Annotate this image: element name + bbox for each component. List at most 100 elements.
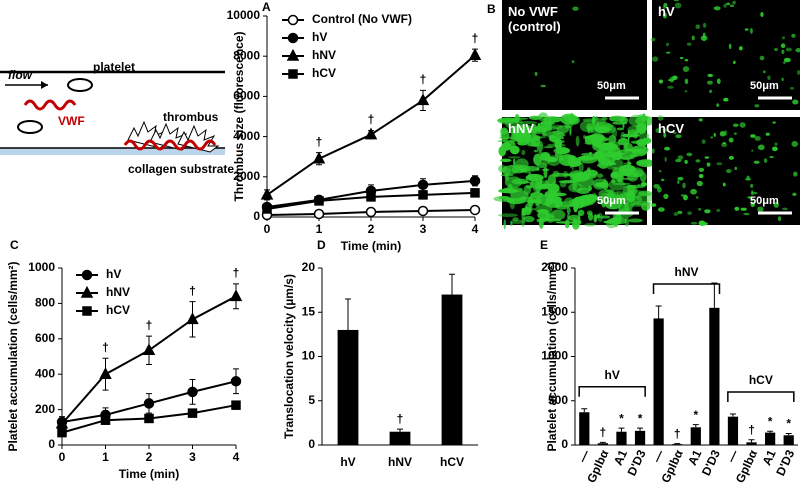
fluorescence-spot xyxy=(767,75,771,81)
panel-label: E xyxy=(540,238,548,252)
vwf-strand xyxy=(123,139,217,151)
marker xyxy=(365,206,377,218)
fluorescence-spot xyxy=(554,202,570,210)
fluorescence-spot xyxy=(757,144,765,151)
fluorescence-spot xyxy=(521,210,526,220)
fluorescence-spot xyxy=(543,166,548,179)
significance-mark: † xyxy=(600,426,607,440)
fluorescence-spot xyxy=(535,201,540,207)
marker xyxy=(231,400,241,410)
flow-arrowhead xyxy=(41,81,48,89)
fluorescence-spot xyxy=(625,184,646,189)
fluorescence-spot xyxy=(635,115,655,126)
fluorescence-spot xyxy=(535,204,553,214)
fluorescence-spot xyxy=(591,115,596,125)
fluorescence-spot xyxy=(690,221,698,225)
marker xyxy=(230,376,242,387)
fluorescence-spot xyxy=(623,162,632,165)
x-tick-label: D'D3 xyxy=(699,447,723,478)
bar xyxy=(337,329,359,445)
x-tick-label: 4 xyxy=(233,450,240,464)
x-tick-label: 0 xyxy=(59,450,66,464)
fluorescence-spot xyxy=(622,123,625,129)
fluorescence-spot xyxy=(732,123,739,127)
marker xyxy=(314,196,324,206)
significance-mark: † xyxy=(146,318,153,332)
significance-mark: † xyxy=(674,427,681,441)
marker xyxy=(287,32,299,44)
significance-mark: † xyxy=(368,113,375,127)
fluorescence-spot xyxy=(508,156,521,159)
fluorescence-spot xyxy=(663,193,669,199)
fluorescence-spot xyxy=(564,197,575,206)
fluorescence-spot xyxy=(624,168,631,172)
fluorescence-spot xyxy=(792,99,799,105)
error-bar xyxy=(748,439,755,443)
marker xyxy=(229,289,243,302)
fluorescence-spot xyxy=(617,138,630,146)
group-label: hV xyxy=(604,368,619,382)
panel-label: C xyxy=(10,238,19,252)
error-bar xyxy=(449,273,455,295)
fluorescence-spot xyxy=(762,70,766,74)
significance-mark: † xyxy=(397,412,404,426)
fluorescence-spot xyxy=(552,201,569,204)
fluorescence-spot xyxy=(747,196,753,199)
x-tick-label: D'D3 xyxy=(773,447,797,478)
image-label: No VWF (control) xyxy=(508,4,561,34)
fluorescence-spot xyxy=(564,120,574,129)
micrograph xyxy=(652,0,800,110)
fluorescence-spot xyxy=(754,104,760,108)
fluorescence-spot xyxy=(540,84,546,88)
significance-mark: † xyxy=(233,266,240,280)
marker xyxy=(81,269,93,281)
fluorescence-spot xyxy=(533,153,542,166)
x-tick-label: 3 xyxy=(420,222,427,236)
fluorescence-spot xyxy=(650,37,656,42)
y-tick-label: 15 xyxy=(302,304,316,318)
fluorescence-spot xyxy=(636,160,654,165)
fluorescence-spot xyxy=(547,192,567,197)
fluorescence-spot xyxy=(552,180,557,187)
image-label: hNV xyxy=(508,121,534,136)
bar xyxy=(746,442,757,445)
marker xyxy=(287,14,299,26)
fluorescence-spot xyxy=(658,79,664,84)
scale-bar-label: 50μm xyxy=(597,80,626,92)
fluorescence-spot xyxy=(746,175,750,180)
fluorescence-spot xyxy=(724,130,728,136)
fluorescence-spot xyxy=(555,132,566,138)
significance-mark: † xyxy=(102,340,109,354)
substrate xyxy=(0,148,225,155)
fluorescence-spot xyxy=(695,159,701,163)
fluorescence-spot xyxy=(618,173,623,181)
bar xyxy=(579,412,590,445)
marker xyxy=(187,408,198,418)
fluorescence-spot xyxy=(780,43,786,49)
marker xyxy=(469,175,481,187)
marker xyxy=(288,69,298,79)
legend-label: hCV xyxy=(106,303,130,317)
fluorescence-spot xyxy=(677,176,684,181)
fluorescence-spot xyxy=(666,51,671,54)
fluorescence-spot xyxy=(555,221,576,224)
fluorescence-spot xyxy=(624,148,642,152)
fluorescence-spot xyxy=(772,146,778,152)
bar xyxy=(765,432,776,445)
significance-mark: † xyxy=(189,284,196,298)
y-tick-label: 0 xyxy=(253,209,260,223)
fluorescence-spot xyxy=(510,131,530,143)
fluorescence-spot xyxy=(584,222,596,227)
fluorescence-spot xyxy=(682,66,690,72)
marker xyxy=(143,398,155,409)
fluorescence-spot xyxy=(569,173,585,182)
fluorescence-spot xyxy=(719,131,726,137)
x-tick-label: 2 xyxy=(146,450,153,464)
fluorescence-spot xyxy=(657,115,664,121)
fluorescence-spot xyxy=(682,182,686,189)
y-tick-label: 0 xyxy=(308,437,315,451)
fluorescence-spot xyxy=(605,141,621,148)
fluorescence-spot xyxy=(733,60,736,65)
fluorescence-spot xyxy=(750,201,753,204)
